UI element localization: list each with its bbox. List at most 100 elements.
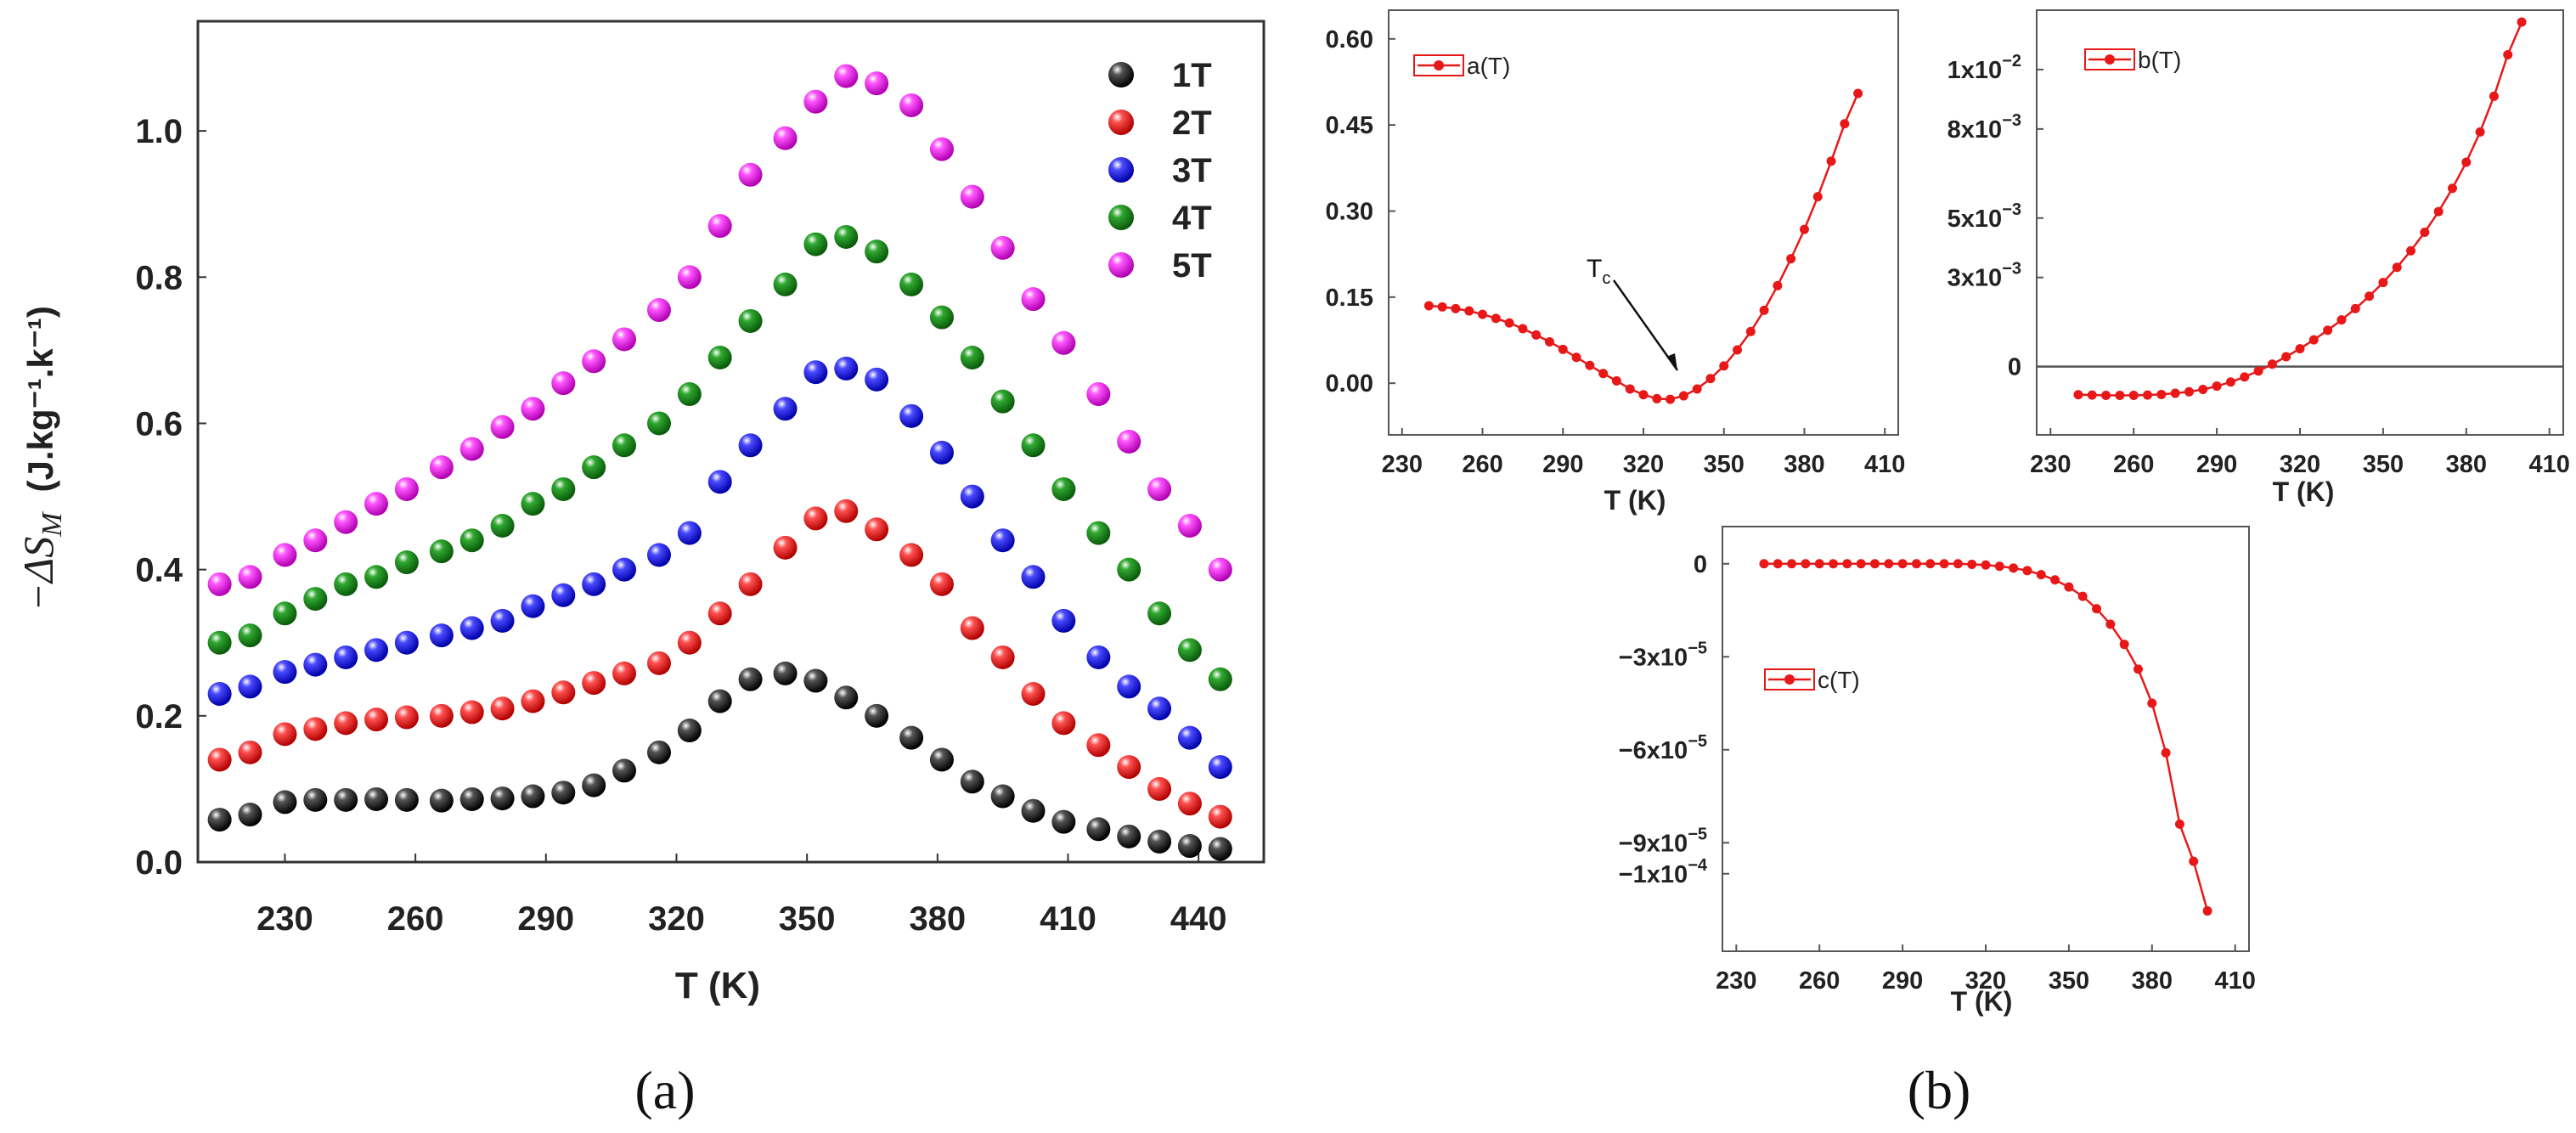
point-3T xyxy=(738,433,763,458)
point-4T xyxy=(521,492,545,516)
b3-xtick-label: 260 xyxy=(1799,967,1840,995)
point-3T xyxy=(773,397,798,421)
chart-a-y-ticks: 0.0 0.2 0.4 0.6 0.8 1.0 xyxy=(135,113,206,882)
y-label-subscript: M xyxy=(37,511,68,538)
b2-ytick-label: 1x10−2 xyxy=(1948,52,2021,84)
b1-point xyxy=(1638,390,1649,400)
b1-xtick-label: 380 xyxy=(1784,451,1824,478)
b3-point xyxy=(2147,698,2157,708)
point-3T xyxy=(273,660,297,685)
point-5T xyxy=(551,371,576,396)
point-4T xyxy=(865,240,889,264)
point-3T xyxy=(521,594,545,618)
point-2T xyxy=(677,630,702,655)
tc-arrow xyxy=(1612,279,1679,371)
b2-legend-label: b(T) xyxy=(2138,47,2181,73)
b3-point xyxy=(1801,559,1811,569)
b1-point xyxy=(1745,326,1756,336)
b1-ytick-label: 0.00 xyxy=(1326,370,1373,397)
b3-point xyxy=(2036,570,2046,580)
point-3T xyxy=(238,674,262,699)
a-xtick-label: 320 xyxy=(648,900,705,938)
b2-point xyxy=(2253,366,2263,376)
b3-point xyxy=(1967,560,1977,570)
b3-point xyxy=(2092,604,2102,614)
point-4T xyxy=(677,382,702,407)
point-5T xyxy=(490,414,515,439)
point-4T xyxy=(707,346,732,369)
point-3T xyxy=(865,367,889,392)
b3-point xyxy=(2022,566,2032,576)
chart-a-y-axis-label: −ΔSM (J.kg⁻¹.k⁻¹) xyxy=(14,306,68,612)
b1-point xyxy=(1786,254,1796,264)
b2-ytick-label: 5x10−3 xyxy=(1948,200,2021,233)
y-label-delta-s: −ΔS xyxy=(14,537,62,612)
b2-point xyxy=(2503,49,2513,59)
point-4T xyxy=(1051,476,1076,501)
point-2T xyxy=(1208,804,1232,829)
point-2T xyxy=(490,696,515,721)
b2-point xyxy=(2087,390,2097,400)
a-ytick-label: 0.8 xyxy=(135,259,183,296)
point-4T xyxy=(1021,433,1046,458)
b1-point xyxy=(1478,309,1488,319)
point-4T xyxy=(960,346,984,369)
point-4T xyxy=(394,550,419,575)
point-3T xyxy=(1147,696,1172,721)
point-3T xyxy=(1208,755,1232,780)
b1-point xyxy=(1692,384,1702,394)
point-2T xyxy=(551,680,576,705)
legend-label-3T: 3T xyxy=(1172,152,1212,189)
b1-line xyxy=(1429,93,1859,401)
chart-b2-x-axis-label: T (K) xyxy=(2273,476,2335,507)
b2-legend-box xyxy=(2084,48,2135,70)
point-2T xyxy=(929,572,954,596)
b2-point xyxy=(2433,206,2444,217)
a-xtick-label: 380 xyxy=(909,900,966,938)
point-5T xyxy=(429,455,454,480)
point-1T xyxy=(738,667,763,691)
point-3T xyxy=(459,616,484,640)
b3-xtick-label: 230 xyxy=(1716,967,1756,995)
point-1T xyxy=(1051,809,1076,834)
legend-label-1T: 1T xyxy=(1172,57,1212,94)
point-1T xyxy=(364,786,389,811)
b3-point xyxy=(2133,664,2143,674)
point-3T xyxy=(551,583,576,607)
point-1T xyxy=(773,661,798,685)
chart-b3-y-ticks: 0 −3x10−5 −6x10−5 −9x10−5−1x10−4 xyxy=(1619,551,1729,888)
b3-point xyxy=(2064,582,2074,592)
b1-point xyxy=(1544,337,1554,347)
chart-a-points xyxy=(207,64,1232,861)
legend-label-5T: 5T xyxy=(1172,247,1212,285)
point-1T xyxy=(929,747,954,772)
point-3T xyxy=(899,403,924,428)
point-2T xyxy=(738,572,763,596)
b3-legend-box xyxy=(1764,668,1815,691)
a-xtick-label: 410 xyxy=(1040,900,1096,938)
point-4T xyxy=(990,389,1015,414)
point-2T xyxy=(364,707,389,732)
b2-xtick-label: 320 xyxy=(2280,451,2320,478)
chart-b2-y-ticks: 0 3x10−3 5x10−3 8x10−3 1x10−2 xyxy=(1948,52,2043,381)
point-2T xyxy=(238,740,262,764)
point-4T xyxy=(273,601,297,626)
point-1T xyxy=(238,803,262,827)
point-5T xyxy=(1177,514,1202,538)
chart-b2-frame xyxy=(2036,9,2564,436)
legend-marker-4T xyxy=(1108,205,1134,230)
b3-ytick-label: −3x10−5 xyxy=(1619,639,1707,671)
point-1T xyxy=(803,668,828,693)
point-5T xyxy=(773,126,798,150)
chart-b3-legend: c(T) xyxy=(1764,667,1860,693)
a-xtick-label: 230 xyxy=(256,900,313,938)
b3-ytick-label: −6x10−5 xyxy=(1619,732,1707,764)
point-1T xyxy=(834,685,859,710)
b3-point xyxy=(2105,619,2116,629)
point-1T xyxy=(990,784,1015,809)
b2-point xyxy=(2461,157,2472,167)
point-2T xyxy=(1177,792,1202,816)
b1-ytick-label: 0.45 xyxy=(1326,112,1373,139)
b2-xtick-label: 260 xyxy=(2113,451,2154,478)
chart-b2-curve xyxy=(2073,17,2527,400)
